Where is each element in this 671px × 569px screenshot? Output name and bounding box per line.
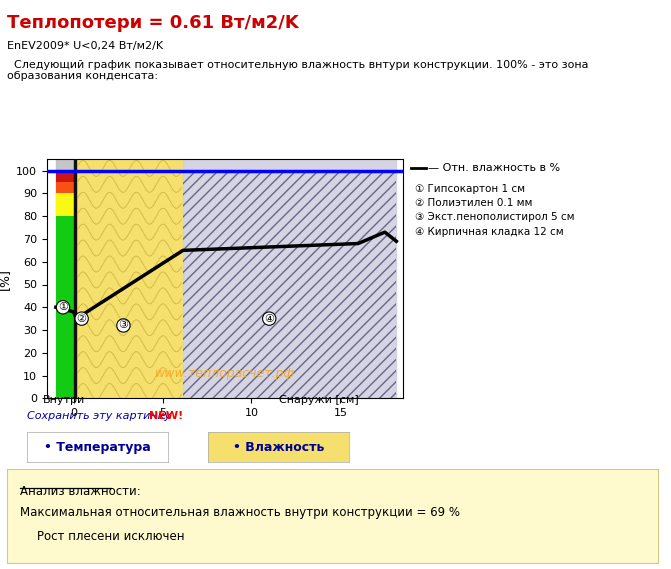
Bar — [56, 216, 74, 398]
Text: ②: ② — [76, 314, 87, 324]
Text: ③ Экст.пенополистирол 5 см: ③ Экст.пенополистирол 5 см — [415, 212, 574, 222]
Text: NEW!: NEW! — [149, 411, 183, 421]
Text: Анализ влажности:: Анализ влажности: — [20, 485, 141, 498]
Text: Следующий график показывает относительную влажность внтури конструкции. 100% - э: Следующий график показывает относительну… — [7, 60, 588, 81]
Text: Сохранить эту картинку: Сохранить эту картинку — [27, 411, 171, 421]
Text: ② Полиэтилен 0.1 мм: ② Полиэтилен 0.1 мм — [415, 198, 532, 208]
Text: ③: ③ — [118, 320, 128, 331]
Bar — [56, 193, 74, 216]
Text: ① Гипсокартон 1 см: ① Гипсокартон 1 см — [415, 184, 525, 194]
Bar — [56, 182, 74, 193]
Bar — [56, 159, 74, 398]
Text: Максимальная относительная влажность внутри конструкции = 69 %: Максимальная относительная влажность вну… — [20, 506, 460, 519]
Text: www.теплорасчет.рф: www.теплорасчет.рф — [155, 367, 295, 380]
Bar — [74, 159, 76, 398]
Text: Рост плесени исключен: Рост плесени исключен — [37, 530, 185, 543]
Text: Внутри: Внутри — [43, 395, 85, 405]
Text: ④ Кирпичная кладка 12 см: ④ Кирпичная кладка 12 см — [415, 226, 563, 237]
Bar — [183, 171, 397, 398]
Text: Снаружи [см]: Снаружи [см] — [279, 395, 358, 405]
Y-axis label: [%]: [%] — [0, 268, 11, 290]
Text: Теплопотери = 0.61 Вт/м2/K: Теплопотери = 0.61 Вт/м2/K — [7, 14, 299, 32]
Text: ④: ④ — [264, 314, 274, 324]
Text: — Отн. влажность в %: — Отн. влажность в % — [428, 163, 560, 173]
Text: • Температура: • Температура — [44, 441, 151, 453]
Text: ①: ① — [58, 302, 68, 312]
Bar — [76, 159, 183, 398]
Bar — [183, 159, 397, 398]
Text: EnEV2009* U<0,24 Вт/м2/K: EnEV2009* U<0,24 Вт/м2/K — [7, 41, 163, 51]
Text: • Влажность: • Влажность — [233, 441, 324, 453]
Bar — [56, 171, 74, 182]
